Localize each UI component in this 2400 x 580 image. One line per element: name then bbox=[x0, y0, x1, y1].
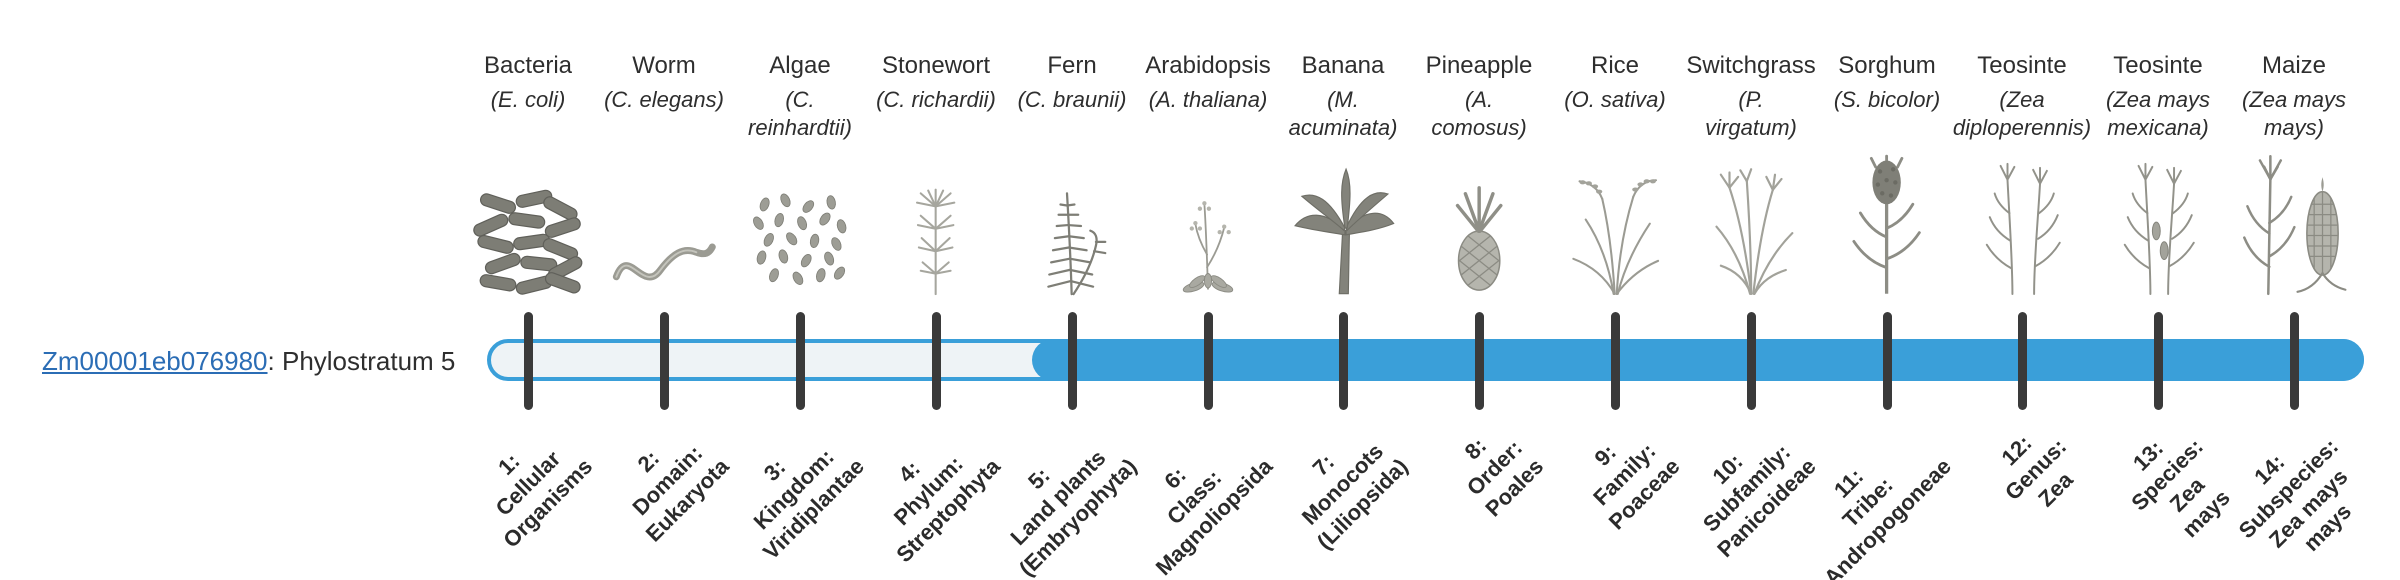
organism-common-name: Arabidopsis bbox=[1145, 52, 1271, 79]
organism-column: Pineapple (A. comosus) bbox=[1409, 52, 1549, 296]
organism-scientific-name: (Zea diploperennis) bbox=[1952, 87, 2092, 140]
organism-common-name: Stonewort bbox=[881, 52, 991, 79]
phylostratum-tick bbox=[1204, 312, 1213, 410]
organism-column: Fern (C. braunii) bbox=[1002, 52, 1142, 296]
phylostratum-label: 1: Cellular Organisms bbox=[490, 446, 597, 553]
organism-common-name: Rice bbox=[1590, 52, 1639, 79]
organism-scientific-name: (O. sativa) bbox=[1564, 87, 1666, 112]
phylostratum-tick bbox=[1883, 312, 1892, 410]
organism-scientific-name: (A. comosus) bbox=[1431, 87, 1527, 140]
organism-column: Algae (C. reinhardtii) bbox=[730, 52, 870, 296]
organism-scientific-name: (C. reinhardtii) bbox=[748, 87, 852, 140]
organism-column: Banana (M. acuminata) bbox=[1273, 52, 1413, 296]
arabidopsis-illustration bbox=[1138, 144, 1278, 296]
organism-scientific-name: (C. richardii) bbox=[876, 87, 996, 112]
algae-illustration bbox=[730, 144, 870, 296]
phylostratum-tick bbox=[932, 312, 941, 410]
phylostratum-tick bbox=[1611, 312, 1620, 410]
organism-common-name: Teosinte bbox=[2113, 52, 2203, 79]
phylostratum-label: 9: Family: Poaceae bbox=[1588, 438, 1684, 535]
sorghum-illustration bbox=[1817, 144, 1957, 296]
phylostratum-tick bbox=[660, 312, 669, 410]
organism-column: Stonewort (C. richardii) bbox=[866, 52, 1006, 296]
organism-scientific-name: (S. bicolor) bbox=[1833, 87, 1941, 112]
organism-column: Rice (O. sativa) bbox=[1545, 52, 1685, 296]
phylostratum-tick bbox=[1068, 312, 1077, 410]
worm-illustration bbox=[594, 144, 734, 296]
pineapple-illustration bbox=[1409, 144, 1549, 296]
organism-column: Sorghum (S. bicolor) bbox=[1817, 52, 1957, 296]
gene-phylostratum-text: : Phylostratum 5 bbox=[267, 346, 456, 376]
organism-common-name: Pineapple bbox=[1425, 52, 1533, 79]
gene-id-link[interactable]: Zm00001eb076980 bbox=[42, 346, 268, 376]
teosinte-mexicana-illustration bbox=[2088, 144, 2228, 296]
phylostratum-label: 3: Kingdom: Viridiplantae bbox=[749, 444, 869, 565]
phylostratum-label: 7: Monocots (Liliopsida) bbox=[1296, 438, 1412, 554]
phylostratum-bar-fill bbox=[1032, 339, 2364, 381]
organism-column: Bacteria (E. coli) bbox=[458, 52, 598, 296]
phylostratum-tick bbox=[524, 312, 533, 410]
phylostratum-label: 11: Tribe: Andropogoneae bbox=[1818, 453, 1956, 580]
phylostratum-label: 2: Domain: Eukaryota bbox=[627, 440, 733, 547]
organism-column: Teosinte (Zea mays mexicana) bbox=[2088, 52, 2228, 296]
phylostratum-tick bbox=[1747, 312, 1756, 410]
organism-column: Worm (C. elegans) bbox=[594, 52, 734, 296]
organism-scientific-name: (A. thaliana) bbox=[1148, 87, 1268, 112]
organism-column: Switchgrass (P. virgatum) bbox=[1681, 52, 1821, 296]
switchgrass-illustration bbox=[1681, 144, 1821, 296]
organism-column: Teosinte (Zea diploperennis) bbox=[1952, 52, 2092, 296]
organism-common-name: Banana bbox=[1301, 52, 1385, 79]
organism-common-name: Maize bbox=[2261, 52, 2327, 79]
organism-common-name: Worm bbox=[632, 52, 696, 79]
organism-common-name: Switchgrass bbox=[1686, 52, 1816, 79]
stonewort-illustration bbox=[866, 144, 1006, 296]
gene-label: Zm00001eb076980: Phylostratum 5 bbox=[42, 346, 455, 377]
phylostratum-tick bbox=[796, 312, 805, 410]
phylostratum-label: 13: Species: Zea mays bbox=[2125, 433, 2235, 543]
organism-scientific-name: (Zea mays mays) bbox=[2242, 87, 2346, 140]
phylostratum-tick bbox=[2290, 312, 2299, 410]
organism-common-name: Sorghum bbox=[1838, 52, 1936, 79]
organism-scientific-name: (E. coli) bbox=[490, 87, 566, 112]
phylostratum-label: 8: Order: Poales bbox=[1459, 432, 1548, 522]
banana-illustration bbox=[1273, 144, 1413, 296]
organism-scientific-name: (M. acuminata) bbox=[1288, 87, 1398, 140]
phylostratum-label: 6: Class: Magnoliopsida bbox=[1150, 453, 1277, 580]
organism-common-name: Fern bbox=[1047, 52, 1097, 79]
phylostratum-tick bbox=[1475, 312, 1484, 410]
organism-scientific-name: (C. elegans) bbox=[604, 87, 724, 112]
phylostratum-tick bbox=[1339, 312, 1348, 410]
phylostratum-label: 5: Land plants (Embryophyta) bbox=[1005, 445, 1141, 580]
phylostratum-label: 12: Genus: Zea bbox=[1996, 430, 2078, 512]
organism-scientific-name: (P. virgatum) bbox=[1705, 87, 1797, 140]
bacteria-illustration bbox=[458, 144, 598, 296]
rice-illustration bbox=[1545, 144, 1685, 296]
organism-scientific-name: (C. braunii) bbox=[1017, 87, 1127, 112]
organism-common-name: Teosinte bbox=[1977, 52, 2067, 79]
phylostratum-tick bbox=[2154, 312, 2163, 410]
organism-column: Maize (Zea mays mays) bbox=[2224, 52, 2364, 296]
phylostratum-tick bbox=[2018, 312, 2027, 410]
organism-common-name: Bacteria bbox=[483, 52, 573, 79]
phylostratum-label: 4: Phylum: Streptophyta bbox=[889, 451, 1005, 567]
organism-common-name: Algae bbox=[769, 52, 831, 79]
maize-illustration bbox=[2224, 144, 2364, 296]
fern-illustration bbox=[1002, 144, 1142, 296]
organism-scientific-name: (Zea mays mexicana) bbox=[2106, 87, 2210, 140]
teosinte-diploperennis-illustration bbox=[1952, 144, 2092, 296]
phylostratum-label: 14: Subspecies: Zea mays mays bbox=[2234, 433, 2357, 556]
organism-column: Arabidopsis (A. thaliana) bbox=[1138, 52, 1278, 296]
